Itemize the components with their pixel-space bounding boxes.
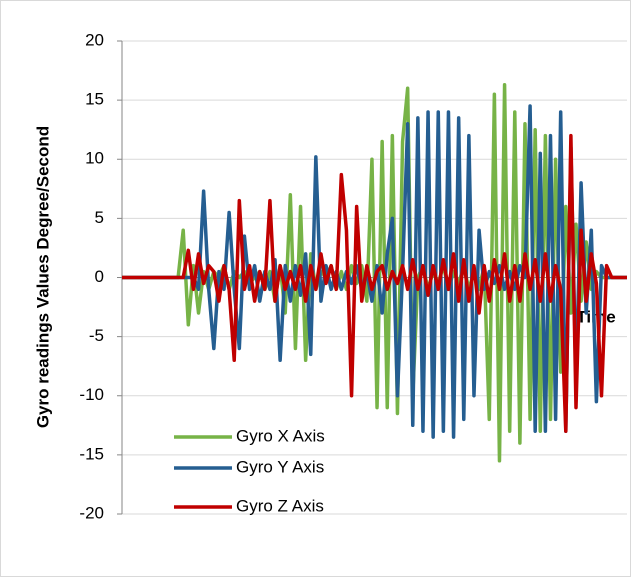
legend-label: Gyro Y Axis (236, 457, 324, 476)
y-tick-label: -20 (79, 503, 104, 522)
y-tick-label: -5 (89, 326, 104, 345)
y-tick-label: -15 (79, 444, 104, 463)
y-tick-label: 15 (85, 90, 104, 109)
y-axis-label: Gyro readings Values Degree/Second (33, 126, 52, 428)
y-tick-label: -10 (79, 385, 104, 404)
legend-label: Gyro Z Axis (236, 496, 324, 515)
series-line (122, 133, 627, 433)
legend-label: Gyro X Axis (236, 426, 325, 445)
y-tick-label: 10 (85, 149, 104, 168)
y-tick-label: 0 (95, 267, 104, 286)
y-tick-label: 20 (85, 30, 104, 49)
y-tick-label: 5 (95, 208, 104, 227)
